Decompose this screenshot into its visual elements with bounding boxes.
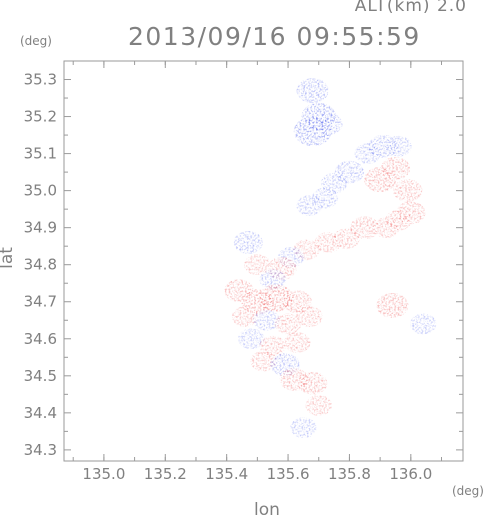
echo-region-positive xyxy=(376,292,409,318)
echo-region-positive xyxy=(284,332,311,353)
x-tick-label: 135.6 xyxy=(267,465,310,483)
echo-region-positive xyxy=(314,232,342,253)
x-tick-label: 135.4 xyxy=(205,465,248,483)
y-tick-label: 35.0 xyxy=(24,182,57,200)
echo-region-positive xyxy=(393,179,423,203)
echo-region-negative xyxy=(354,143,382,164)
y-tick-label: 35.1 xyxy=(24,145,57,163)
axis-ticks: 135.0 135.2 135.4 135.6 135.8 136.0 34.3 34.4 34… xyxy=(24,61,463,483)
echo-region-negative xyxy=(296,195,323,216)
echo-region-negative xyxy=(296,78,329,104)
echo-region-positive xyxy=(373,217,400,238)
y-tick-label: 35.2 xyxy=(24,108,57,126)
echo-region-positive xyxy=(364,167,397,193)
y-axis-unit: (deg) xyxy=(20,34,52,48)
x-tick-label: 135.2 xyxy=(144,465,187,483)
echo-region-negative xyxy=(259,269,286,290)
y-tick-label: 35.3 xyxy=(24,71,57,89)
y-tick-label: 34.5 xyxy=(24,367,57,385)
echo-region-negative xyxy=(253,309,280,331)
x-axis-label: lon xyxy=(254,500,280,520)
x-tick-label: 135.8 xyxy=(328,465,371,483)
altitude-label: ALT(km) 2.0 xyxy=(354,0,467,16)
y-tick-label: 34.4 xyxy=(24,404,57,422)
echo-region-positive xyxy=(244,254,271,276)
echo-region-positive xyxy=(250,350,277,372)
echo-region-negative xyxy=(238,328,265,350)
echo-region-negative xyxy=(233,231,263,254)
plot-frame xyxy=(63,60,464,462)
echo-region-negative xyxy=(290,417,317,438)
y-tick-label: 34.6 xyxy=(24,330,57,348)
echo-region-negative xyxy=(385,135,412,157)
x-axis-unit: (deg) xyxy=(452,484,484,498)
echo-region-positive xyxy=(298,371,328,395)
y-tick-label: 34.3 xyxy=(24,441,57,459)
echo-layer xyxy=(224,78,437,438)
x-tick-label: 135.0 xyxy=(82,465,125,483)
y-tick-label: 34.9 xyxy=(24,219,57,237)
y-tick-label: 34.7 xyxy=(24,293,57,311)
echo-region-positive xyxy=(396,201,426,225)
echo-region-positive xyxy=(231,306,259,327)
echo-region-negative xyxy=(313,112,343,136)
chart-title-timestamp: 2013/09/16 09:55:59 xyxy=(128,22,421,51)
echo-region-positive xyxy=(274,313,302,335)
y-tick-label: 34.8 xyxy=(24,256,57,274)
x-tick-label: 136.0 xyxy=(389,465,432,483)
echo-region-positive xyxy=(305,395,332,416)
echo-region-positive xyxy=(296,306,323,327)
echo-region-negative xyxy=(409,313,437,335)
